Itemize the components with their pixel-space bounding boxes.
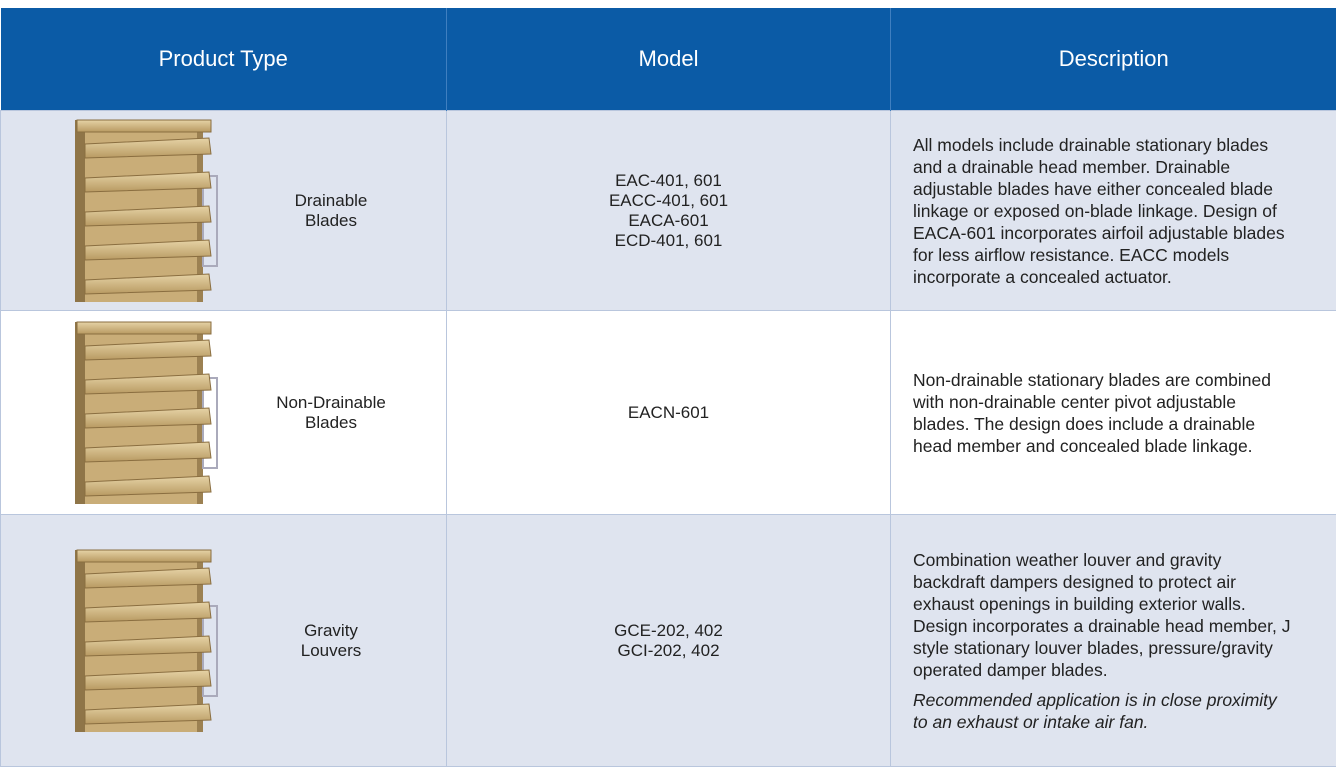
description-cell: Combination weather louver and gravity b… <box>891 515 1336 767</box>
header-cell: Description <box>891 8 1336 111</box>
model: ECD-401, 601 <box>447 231 890 251</box>
model: EAC-401, 601 <box>447 171 890 191</box>
product-type-line: Drainable <box>251 191 411 211</box>
model: GCE-202, 402 <box>447 621 890 641</box>
header-cell: Model <box>447 8 891 111</box>
model: EACC-401, 601 <box>447 191 890 211</box>
description: Combination weather louver and gravity b… <box>913 549 1296 681</box>
product-type-line: Blades <box>251 413 411 433</box>
model: EACN-601 <box>447 403 890 423</box>
model: GCI-202, 402 <box>447 641 890 661</box>
product-type-line: Louvers <box>251 641 411 661</box>
description-cell: All models include drainable stationary … <box>891 111 1336 311</box>
header-cell: Product Type <box>1 8 447 111</box>
product-type-line: Non-Drainable <box>251 393 411 413</box>
louver-image <box>71 546 221 736</box>
description: Non-drainable stationary blades are comb… <box>913 369 1296 457</box>
description: All models include drainable stationary … <box>913 134 1296 288</box>
louver-image <box>71 116 221 306</box>
model-cell: EACN-601 <box>447 311 891 515</box>
louver-image <box>71 318 221 508</box>
product-type-line: Blades <box>251 211 411 231</box>
note: Recommended application is in close prox… <box>913 689 1296 733</box>
description-cell: Non-drainable stationary blades are comb… <box>891 311 1336 515</box>
product-type-line: Gravity <box>251 621 411 641</box>
model: EACA-601 <box>447 211 890 231</box>
